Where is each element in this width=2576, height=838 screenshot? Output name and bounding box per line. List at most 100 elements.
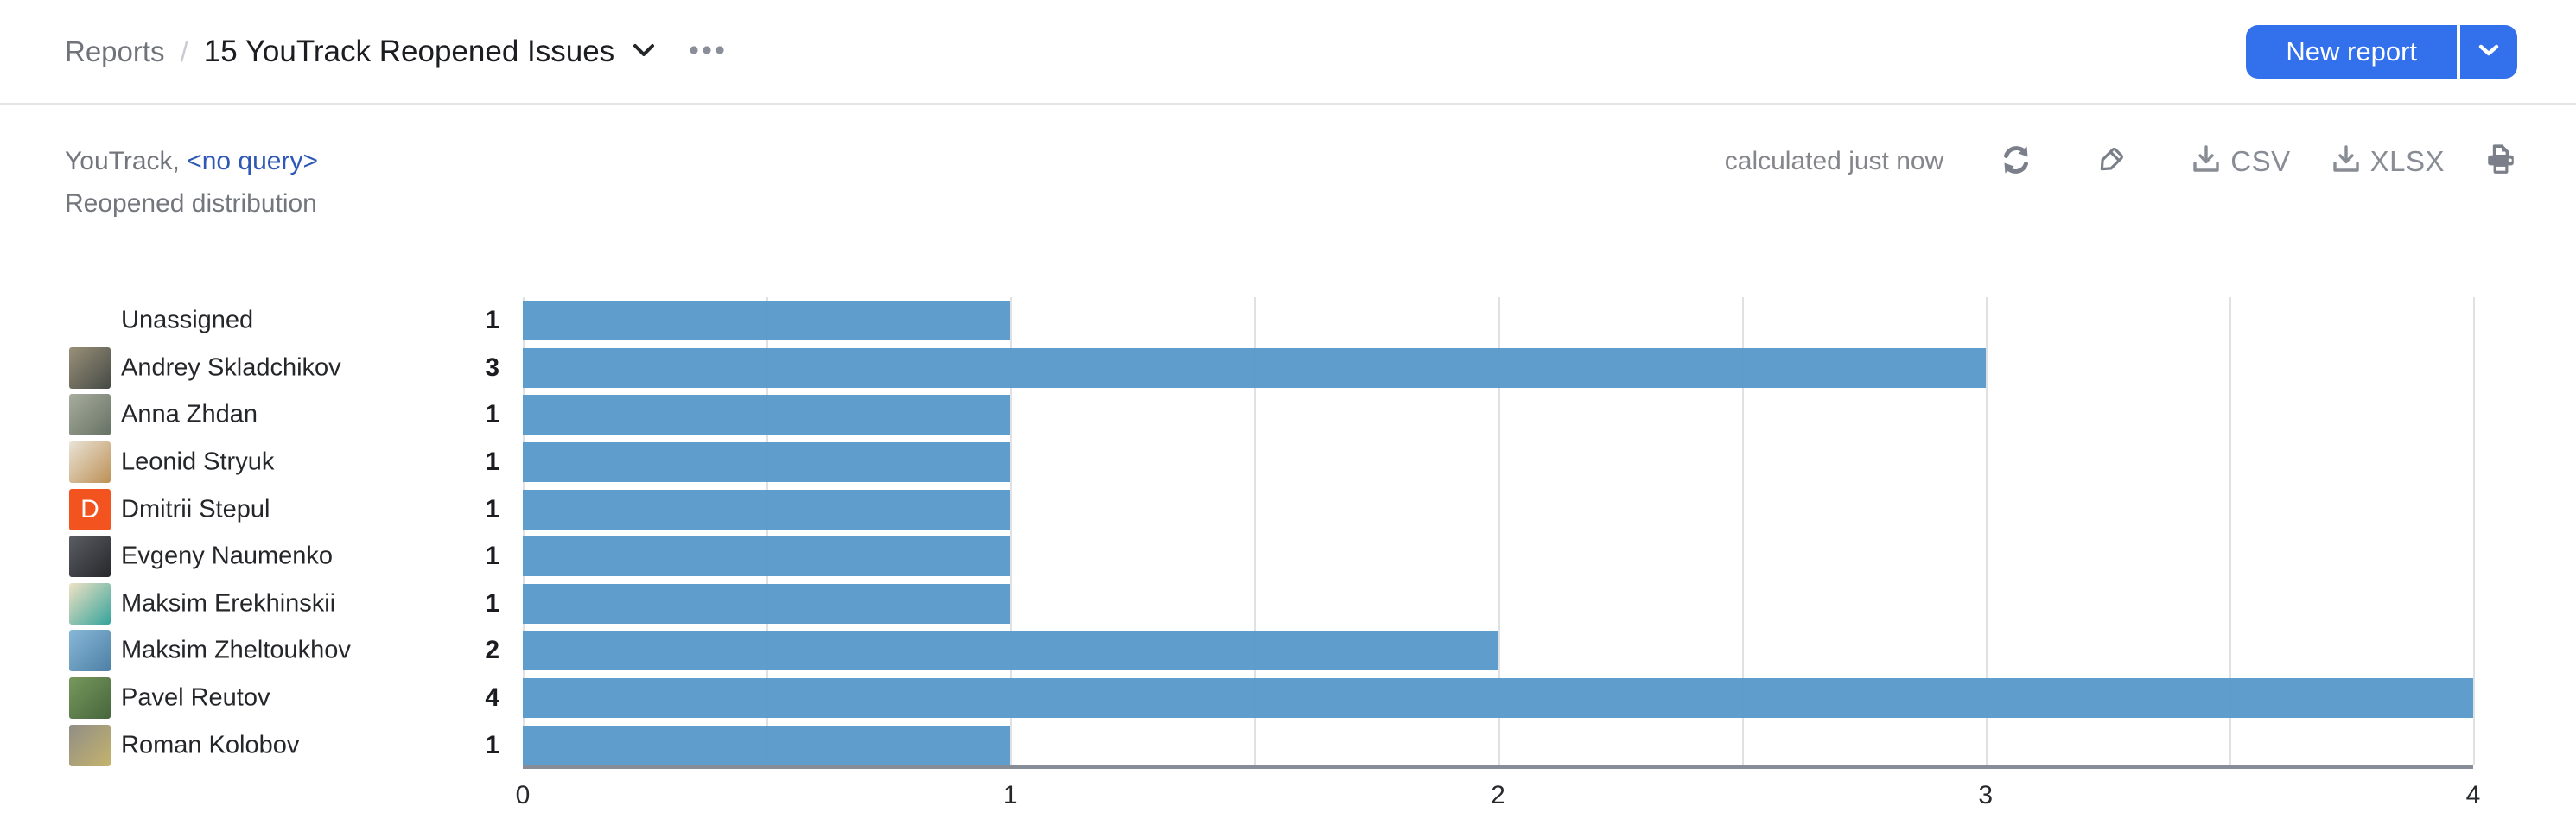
chart-row: Pavel Reutov 4 — [0, 675, 2576, 722]
printer-icon — [2484, 143, 2517, 179]
avatar: D — [69, 488, 111, 530]
category-label[interactable]: Andrey Skladchikov — [121, 353, 341, 382]
bar[interactable] — [523, 489, 1011, 530]
value-label: 1 — [485, 730, 499, 759]
avatar — [69, 677, 111, 720]
avatar — [69, 724, 111, 766]
chart-row: Maksim Zheltoukhov 2 — [0, 627, 2576, 675]
value-label: 1 — [485, 448, 499, 477]
new-report-button[interactable]: New report — [2246, 24, 2457, 79]
report-subtitle: Reopened distribution — [65, 189, 317, 218]
calculation-status: calculated just now — [1724, 146, 1944, 175]
bar[interactable] — [523, 442, 1011, 483]
plot-area — [523, 297, 2475, 769]
chart-row: Maksim Erekhinskii 1 — [0, 581, 2576, 628]
breadcrumb: Reports / 15 YouTrack Reopened Issues — [65, 35, 725, 69]
value-label: 1 — [485, 588, 499, 618]
category-label[interactable]: Evgeny Naumenko — [121, 542, 334, 570]
export-csv-button[interactable]: CSV — [2191, 144, 2290, 178]
gridline — [766, 297, 769, 765]
value-label: 2 — [485, 636, 499, 665]
value-label: 4 — [485, 683, 499, 713]
value-label: 1 — [485, 400, 499, 429]
breadcrumb-reports-link[interactable]: Reports — [65, 35, 165, 67]
avatar — [69, 582, 111, 625]
value-label: 1 — [485, 494, 499, 524]
chart-row: D Dmitrii Stepul 1 — [0, 486, 2576, 533]
pencil-icon — [2096, 144, 2127, 178]
refresh-button[interactable] — [2000, 144, 2032, 178]
bar[interactable] — [523, 631, 1498, 671]
chart-row: Leonid Stryuk 1 — [0, 439, 2576, 486]
top-bar: Reports / 15 YouTrack Reopened Issues Ne… — [0, 0, 2576, 105]
chevron-down-icon — [632, 42, 656, 60]
category-label[interactable]: Leonid Stryuk — [121, 448, 275, 476]
report-source-line: YouTrack, <no query> — [65, 140, 318, 182]
bar[interactable] — [523, 301, 1011, 341]
category-label[interactable]: Unassigned — [121, 306, 254, 334]
bar[interactable] — [523, 347, 1986, 388]
reopened-distribution-chart: Unassigned 1 Andrey Skladchikov 3 Anna Zhdan… — [0, 295, 2576, 838]
chart-row: Unassigned 1 — [0, 297, 2576, 345]
bar[interactable] — [523, 725, 1011, 765]
export-xlsx-button[interactable]: XLSX — [2331, 144, 2445, 178]
x-axis: 0 1 2 3 4 — [516, 781, 2481, 816]
gridline — [1254, 297, 1256, 765]
category-label[interactable]: Dmitrii Stepul — [121, 495, 270, 524]
chart-row: Andrey Skladchikov 3 — [0, 345, 2576, 392]
bar[interactable] — [523, 395, 1011, 435]
report-query-link[interactable]: <no query> — [187, 147, 318, 175]
gridline — [1010, 297, 1013, 765]
avatar — [69, 441, 111, 484]
gridline — [1741, 297, 1744, 765]
x-tick-label: 4 — [2465, 781, 2481, 809]
report-title-dropdown-button[interactable] — [632, 42, 656, 60]
x-tick-label: 0 — [515, 781, 531, 809]
report-subheader: YouTrack, <no query> Reopened distributi… — [0, 105, 2576, 225]
gridline — [1985, 297, 1988, 765]
download-icon — [2191, 144, 2222, 178]
x-tick-label: 3 — [1978, 781, 1994, 809]
category-label[interactable]: Anna Zhdan — [121, 400, 258, 429]
breadcrumb-separator: / — [180, 35, 188, 67]
value-label: 1 — [485, 306, 499, 335]
value-label: 1 — [485, 542, 499, 571]
avatar — [69, 536, 111, 578]
avatar — [69, 346, 111, 389]
bar[interactable] — [523, 583, 1011, 624]
xlsx-label: XLSX — [2369, 144, 2445, 177]
gridline — [523, 297, 525, 765]
avatar — [69, 394, 111, 436]
x-tick-label: 2 — [1491, 781, 1505, 809]
download-icon — [2331, 144, 2362, 178]
x-tick-label: 1 — [1002, 781, 1018, 809]
page-title: 15 YouTrack Reopened Issues — [203, 34, 615, 68]
report-source-label: YouTrack, — [65, 147, 180, 175]
avatar — [69, 630, 111, 672]
chart-row: Roman Kolobov 1 — [0, 721, 2576, 769]
csv-label: CSV — [2230, 144, 2291, 177]
print-button[interactable] — [2484, 143, 2517, 179]
report-toolbar: calculated just now — [1725, 143, 2517, 179]
ellipsis-icon — [689, 45, 725, 58]
chart-row: Evgeny Naumenko 1 — [0, 533, 2576, 581]
report-more-options-button[interactable] — [689, 45, 725, 58]
category-label[interactable]: Maksim Zheltoukhov — [121, 636, 351, 664]
chart-rows: Unassigned 1 Andrey Skladchikov 3 Anna Zhdan… — [0, 297, 2576, 769]
new-report-split-button: New report — [2246, 24, 2517, 79]
chart-row: Anna Zhdan 1 — [0, 391, 2576, 439]
gridline — [2229, 297, 2231, 765]
gridline — [2473, 297, 2475, 765]
gridline — [1498, 297, 1500, 765]
bar[interactable] — [523, 536, 1011, 577]
report-meta: YouTrack, <no query> Reopened distributi… — [65, 140, 318, 225]
bar[interactable] — [523, 678, 2473, 719]
new-report-dropdown-button[interactable] — [2460, 24, 2517, 79]
value-label: 3 — [485, 352, 499, 382]
category-label[interactable]: Roman Kolobov — [121, 731, 300, 759]
refresh-icon — [2000, 144, 2032, 178]
edit-report-button[interactable] — [2096, 144, 2127, 178]
category-label[interactable]: Maksim Erekhinskii — [121, 589, 336, 618]
category-label[interactable]: Pavel Reutov — [121, 683, 270, 712]
